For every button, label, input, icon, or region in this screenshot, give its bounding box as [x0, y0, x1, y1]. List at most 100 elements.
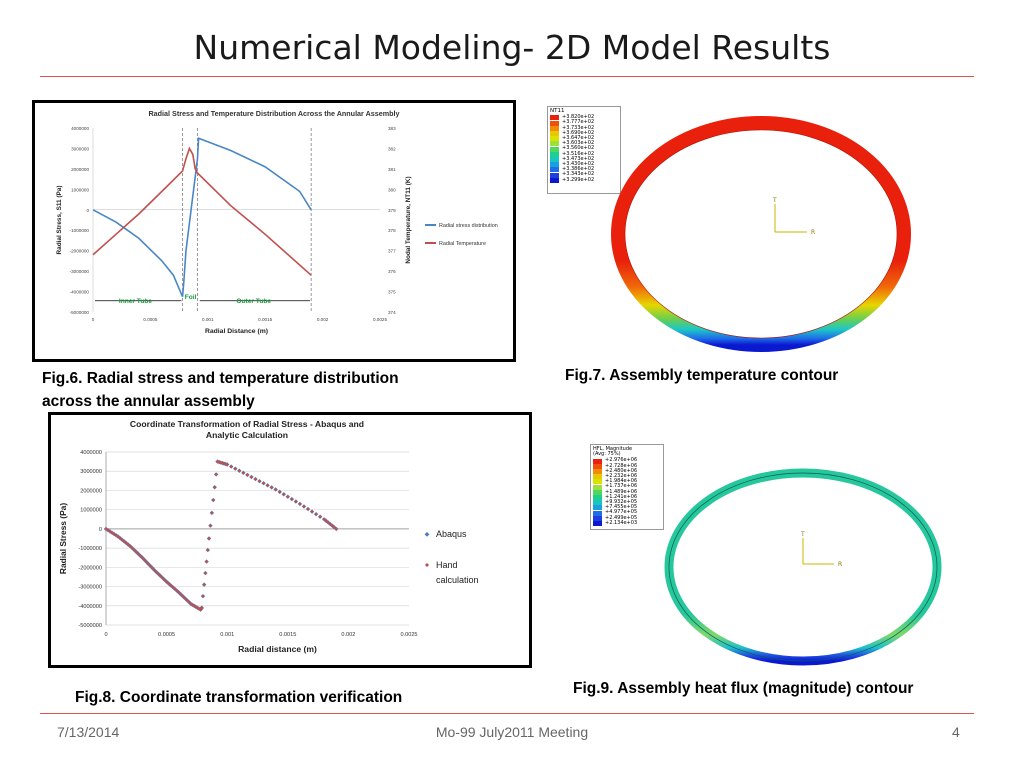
- fig8-hand-calc-point: [201, 594, 205, 598]
- fig8-hand-calc-point: [157, 572, 160, 576]
- fig6-series-line: [92, 137, 312, 297]
- fig8-hand-calc-point: [177, 591, 181, 594]
- fig9-caption: Fig.9. Assembly heat flux (magnitude) co…: [573, 680, 914, 697]
- fig7-legend-swatch: [550, 162, 559, 168]
- fig6-y-tick-label: 4000000: [71, 126, 89, 131]
- fig8-hand-calc-point: [202, 583, 206, 586]
- fig8-hand-calc-point: [173, 587, 176, 591]
- fig7-legend: NT11 +3.820e+02 +3.777e+02 +3.733e+02 +3.69…: [547, 106, 621, 194]
- fig7-legend-swatch: [550, 172, 559, 178]
- fig8-hand-calc-point: [206, 548, 210, 552]
- fig8-hand-calc-point: [322, 517, 326, 521]
- fig9-legend-row: +7.455e+05: [593, 505, 661, 511]
- slide-title: Numerical Modeling- 2D Model Results: [193, 28, 831, 67]
- fig8-hand-calc-point: [137, 552, 140, 556]
- fig8-x-tick-label: 0.0005: [158, 632, 175, 638]
- fig9-legend-swatch: [593, 515, 602, 521]
- fig8-hand-calc-point: [126, 543, 130, 546]
- fig8-hand-calc-point: [165, 580, 168, 584]
- fig9-legend-row: +1.984e+06: [593, 479, 661, 485]
- fig8-hand-calc-point: [282, 492, 286, 496]
- fig9-legend-swatch: [593, 484, 602, 490]
- fig9-contour: HFL, Magnitude (Avg: 75%) +2.976e+06 +2.7…: [588, 440, 988, 670]
- fig9-legend-value: +1.241e+06: [605, 493, 638, 500]
- fig7-legend-rows: +3.820e+02 +3.777e+02 +3.733e+02 +3.690e+02…: [550, 114, 618, 183]
- fig8-hand-calc-point: [169, 583, 172, 587]
- fig8-x-axis-label: Radial distance (m): [238, 644, 317, 654]
- fig8-hand-calc-point: [326, 521, 330, 524]
- fig8-hand-calc-point: [139, 554, 142, 558]
- fig8-hand-calc-point: [270, 486, 273, 489]
- fig7-legend-value: +3.430e+02: [562, 161, 595, 168]
- fig8-hand-calc-point: [110, 531, 114, 535]
- fig9-legend-value: +1.737e+06: [605, 483, 638, 490]
- fig9-legend-row: +1.241e+06: [593, 493, 661, 500]
- fig8-y-tick-label: 3000000: [80, 469, 102, 475]
- fig6-y-tick-label: 3000000: [71, 146, 89, 151]
- fig8-y-tick-label: -5000000: [78, 623, 102, 629]
- fig9-legend-value: +2.134e+03: [605, 519, 638, 526]
- fig8-hand-calc-point: [159, 574, 162, 578]
- fig8-hand-calc-point: [246, 473, 249, 477]
- fig9-legend-row: +9.932e+05: [593, 499, 661, 506]
- footer-center: Mo-99 July2011 Meeting: [435, 724, 589, 740]
- fig8-caption: Fig.8. Coordinate transformation verific…: [75, 689, 403, 706]
- fig8-hand-calc-point: [120, 538, 124, 542]
- fig8-y-tick-label: -1000000: [78, 546, 102, 552]
- fig6-legend-label: Radial Temperature: [439, 241, 486, 247]
- fig8-hand-calc-point: [114, 533, 118, 537]
- fig9-legend-swatch: [593, 458, 602, 464]
- fig6-y-tick-label: -4000000: [70, 290, 90, 295]
- fig7-legend-swatch: [550, 156, 559, 162]
- fig6-y-tick-label: -2000000: [70, 249, 90, 254]
- fig7-legend-row: +3.560e+02: [550, 145, 618, 152]
- fig8-hand-calc-point: [161, 576, 164, 580]
- fig7-legend-row: +3.299e+02: [550, 177, 618, 183]
- fig7-caption: Fig.7. Assembly temperature contour: [565, 367, 839, 384]
- fig7-legend-swatch: [550, 146, 559, 152]
- fig7-legend-value: +3.777e+02: [562, 119, 595, 126]
- fig8-legend-circle: [425, 563, 429, 567]
- fig8-hand-calc-point: [286, 495, 290, 498]
- fig8-y-tick-label: 4000000: [80, 450, 102, 456]
- fig8-x-tick-label: 0.002: [341, 632, 355, 638]
- fig6-y2-tick-label: 382: [388, 146, 396, 151]
- fig7-legend-value: +3.386e+02: [562, 166, 595, 173]
- fig8-hand-calc-point: [334, 527, 338, 531]
- fig6-foil-label: Foil: [185, 294, 197, 301]
- fig8-x-tick-label: 0: [104, 632, 107, 638]
- fig9-legend-value: +2.480e+06: [605, 467, 638, 474]
- fig7-legend-value: +3.733e+02: [562, 124, 595, 131]
- fig8-hand-calc-point: [328, 522, 332, 526]
- fig7-triad-r: R: [811, 229, 815, 236]
- fig8-hand-calc-point: [167, 582, 170, 585]
- fig7-legend-row: +3.430e+02: [550, 161, 618, 168]
- fig7-legend-swatch: [550, 141, 559, 147]
- fig8-hand-calc-point: [187, 600, 191, 604]
- fig6-y2-tick-label: 380: [388, 187, 396, 192]
- fig6-x-tick-label: 0.002: [317, 317, 329, 322]
- fig6-x-tick-label: 0.0005: [143, 317, 157, 322]
- fig6-legend-label: Radial stress distribution: [439, 223, 498, 229]
- footer-date: 7/13/2014: [57, 724, 120, 740]
- fig7-legend-value: +3.647e+02: [562, 135, 595, 142]
- fig8-hand-calc-point: [155, 570, 158, 574]
- fig9-legend-row: +1.489e+06: [593, 489, 661, 495]
- fig7-legend-row: +3.516e+02: [550, 151, 618, 157]
- fig9-legend-swatch: [593, 474, 602, 480]
- fig8-legend-abaqus: Abaqus: [436, 529, 467, 539]
- fig9-legend-swatch: [593, 489, 602, 495]
- fig6-y2-tick-label: 376: [388, 269, 396, 274]
- fig7-ring-svg: T R: [611, 116, 911, 352]
- fig6-x-axis-label: Radial Distance (m): [205, 328, 268, 335]
- fig8-hand-calc-point: [205, 560, 208, 563]
- fig7-legend-swatch: [550, 130, 559, 136]
- fig7-legend-value: +3.560e+02: [562, 145, 595, 152]
- fig8-hand-calc-point: [324, 519, 328, 523]
- fig9-legend-value: +2.232e+06: [605, 473, 638, 480]
- fig8-hand-calc-point: [122, 540, 126, 543]
- fig8-hand-calc-point: [302, 505, 306, 508]
- fig9-legend-swatch: [593, 479, 602, 485]
- fig9-legend-value: +4.977e+05: [605, 509, 638, 516]
- fig6-y-axis-label: Radial Stress, S11 (Pa): [56, 186, 63, 255]
